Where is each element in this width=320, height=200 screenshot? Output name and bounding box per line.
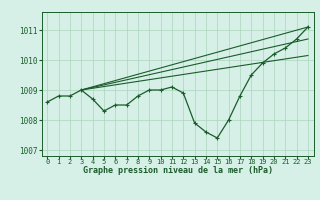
X-axis label: Graphe pression niveau de la mer (hPa): Graphe pression niveau de la mer (hPa) (83, 166, 273, 175)
